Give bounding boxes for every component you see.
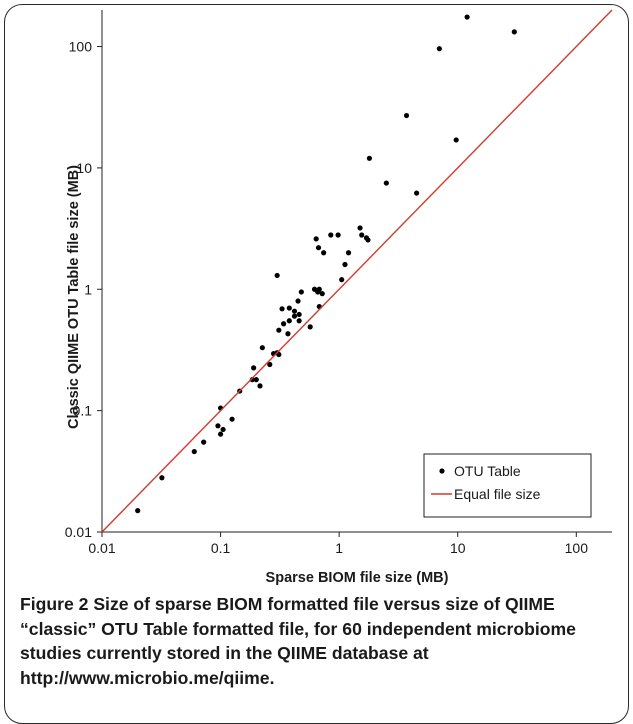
data-point <box>366 155 373 161</box>
data-point <box>321 250 327 256</box>
data-point <box>229 416 235 422</box>
chart-legend: OTU Table Equal file size <box>423 453 592 518</box>
data-point <box>298 289 304 295</box>
data-point <box>201 439 207 445</box>
x-tick-label: 100 <box>565 540 589 556</box>
data-point <box>215 423 221 429</box>
legend-label-otu-table: OTU Table <box>454 463 521 479</box>
x-axis-label: Sparse BIOM file size (MB) <box>266 570 449 586</box>
data-point <box>280 321 287 327</box>
data-point <box>511 29 517 35</box>
data-point <box>257 383 263 389</box>
legend-box <box>423 453 592 518</box>
figure-caption: Figure 2 Size of sparse BIOM formatted f… <box>20 592 620 690</box>
data-point <box>414 190 420 196</box>
data-point <box>253 377 259 383</box>
data-point <box>295 298 301 304</box>
data-point <box>296 318 302 324</box>
data-point <box>191 448 197 455</box>
data-point <box>251 365 257 371</box>
data-point <box>296 311 302 318</box>
data-point <box>286 305 292 311</box>
data-point <box>291 308 298 314</box>
data-point <box>357 225 363 231</box>
data-point <box>313 236 319 242</box>
caption-text: Size of sparse BIOM formatted file versu… <box>20 594 576 688</box>
data-point <box>249 377 255 383</box>
data-point <box>316 286 322 292</box>
y-tick-label: 0.01 <box>65 524 92 540</box>
data-point <box>453 137 459 143</box>
data-point <box>383 180 389 186</box>
plot-area: 0.01 0.1 1 10 100 0.01 0.1 1 10 100 <box>65 9 613 556</box>
data-point <box>220 426 226 433</box>
y-axis-label: Classic QIIME OTU Table file size (MB) <box>66 165 82 429</box>
y-tick-label: 0.1 <box>73 403 93 419</box>
data-point <box>307 324 313 330</box>
data-point <box>259 345 265 351</box>
data-point <box>335 232 341 238</box>
data-point <box>345 250 352 256</box>
data-point <box>319 291 325 297</box>
data-point <box>339 277 345 283</box>
legend-label-equal-file-size: Equal file size <box>454 486 541 502</box>
data-point <box>217 431 224 437</box>
legend-dot-marker <box>439 468 445 474</box>
data-point <box>291 313 298 319</box>
data-point <box>135 508 141 514</box>
data-point <box>359 232 365 238</box>
data-point <box>276 327 282 333</box>
data-point <box>328 232 334 238</box>
data-point <box>286 318 292 324</box>
x-tick-label: 1 <box>335 540 343 556</box>
data-point <box>274 272 280 279</box>
data-point <box>315 245 322 251</box>
data-point <box>267 361 273 368</box>
caption-label: Figure 2 <box>20 594 89 614</box>
data-point <box>285 331 291 337</box>
y-tick-label: 10 <box>76 160 92 176</box>
data-point <box>464 14 470 20</box>
x-tick-label: 0.01 <box>88 540 115 556</box>
y-tick-label: 1 <box>84 281 92 297</box>
x-tick-label: 10 <box>450 540 466 556</box>
x-tick-label: 0.1 <box>211 540 231 556</box>
data-point <box>365 237 371 243</box>
data-point <box>403 112 410 119</box>
equal-size-line <box>101 9 613 533</box>
data-point <box>279 306 285 312</box>
data-point <box>436 46 442 52</box>
data-point <box>342 261 348 268</box>
data-point <box>159 475 165 481</box>
y-tick-label: 100 <box>69 39 93 55</box>
scatter-chart: 0.01 0.1 1 10 100 0.01 0.1 1 10 100 Sparse BIOM f… <box>65 9 613 586</box>
